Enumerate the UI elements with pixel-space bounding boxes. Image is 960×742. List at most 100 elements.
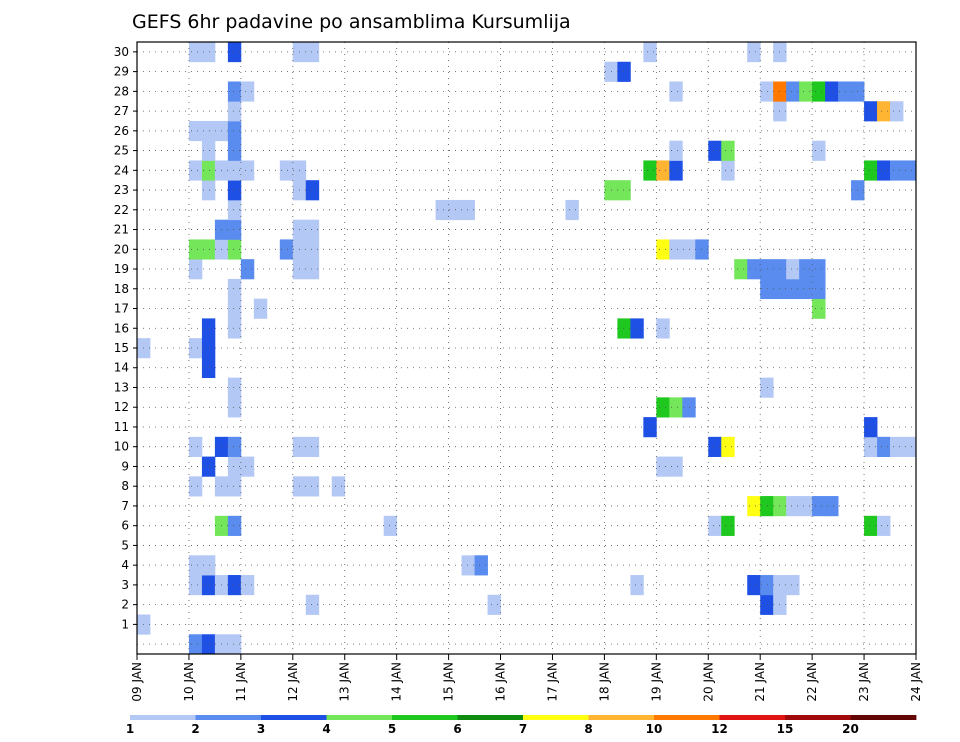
colorbar-label: 5 xyxy=(388,722,396,736)
heatmap-cell xyxy=(227,42,242,63)
y-tick-label: 2 xyxy=(121,598,129,612)
heatmap-cell xyxy=(656,318,670,339)
heatmap-cell xyxy=(188,476,203,497)
heatmap-cell xyxy=(903,436,917,457)
colorbar-swatch xyxy=(261,715,327,720)
heatmap-cell xyxy=(630,575,644,596)
heatmap-cell xyxy=(227,278,242,300)
y-tick-label: 1 xyxy=(121,617,129,631)
y-tick-label: 6 xyxy=(121,519,129,533)
chart-title: GEFS 6hr padavine po ansamblima Kursumli… xyxy=(132,11,571,33)
x-tick-label: 22 JAN xyxy=(805,662,819,702)
heatmap-cell xyxy=(656,160,670,181)
heatmap-cell xyxy=(617,180,631,201)
heatmap-cell xyxy=(656,397,670,418)
heatmap-cell xyxy=(669,81,683,102)
heatmap-cell xyxy=(799,278,813,300)
y-tick-label: 30 xyxy=(114,45,129,59)
heatmap-cell xyxy=(279,160,294,181)
colorbar-label: 12 xyxy=(711,722,728,736)
heatmap-cell xyxy=(708,140,722,161)
heatmap-cell xyxy=(305,476,320,497)
heatmap-cell xyxy=(760,81,774,102)
heatmap-cell xyxy=(734,259,748,280)
heatmap-cell xyxy=(305,42,320,63)
heatmap-cell xyxy=(682,397,696,418)
heatmap-cell xyxy=(812,496,826,517)
y-tick-label: 19 xyxy=(114,262,129,276)
colorbar-swatch xyxy=(654,715,720,720)
y-tick-label: 25 xyxy=(114,144,129,158)
heatmap-cell xyxy=(760,259,774,280)
colorbar-swatch xyxy=(392,715,458,720)
x-tick-label: 23 JAN xyxy=(857,662,871,702)
heatmap-cell xyxy=(305,436,320,457)
x-tick-label: 17 JAN xyxy=(545,662,559,702)
y-tick-label: 28 xyxy=(114,84,129,98)
heatmap-cell xyxy=(760,377,774,398)
colorbar-label: 2 xyxy=(191,722,199,736)
colorbar-legend: 1 2 3 4 5 6 7 8 10 12 15 20 xyxy=(126,715,917,736)
heatmap-cell xyxy=(227,318,242,339)
y-tick-label: 4 xyxy=(121,558,129,572)
colorbar-label: 10 xyxy=(646,722,663,736)
heatmap-cell xyxy=(786,575,800,596)
heatmap-cell xyxy=(227,199,242,221)
heatmap-cell xyxy=(201,634,216,655)
heatmap-cell xyxy=(786,81,800,102)
heatmap-cell xyxy=(656,456,670,477)
heatmap-cell xyxy=(305,594,320,615)
heatmap-cell xyxy=(825,81,839,102)
heatmap-cell xyxy=(279,239,294,260)
heatmap-cell xyxy=(682,239,696,260)
heatmap-cell xyxy=(240,456,255,477)
x-tick-label: 20 JAN xyxy=(701,662,715,702)
y-tick-label: 12 xyxy=(114,400,129,414)
heatmap-cell xyxy=(487,594,501,615)
colorbar-label: 20 xyxy=(842,722,859,736)
heatmap-cell xyxy=(643,160,657,181)
heatmap-cell xyxy=(201,555,216,576)
heatmap-cell xyxy=(188,575,203,596)
colorbar-label: 6 xyxy=(453,722,461,736)
heatmap-cell xyxy=(188,42,203,63)
heatmap-cell xyxy=(877,160,891,181)
y-tick-label: 21 xyxy=(114,223,129,237)
colorbar-swatch xyxy=(523,715,589,720)
heatmap-cell xyxy=(240,160,255,181)
colorbar-swatch xyxy=(195,715,262,720)
heatmap-cell xyxy=(240,81,255,102)
heatmap-cell xyxy=(227,436,242,457)
y-tick-label: 11 xyxy=(114,420,129,434)
heatmap-cell xyxy=(708,436,722,457)
heatmap-cell xyxy=(305,180,320,201)
heatmap-cell xyxy=(201,318,216,339)
x-tick-label: 10 JAN xyxy=(182,662,196,702)
heatmap-cell xyxy=(643,42,657,63)
heatmap-cell xyxy=(643,417,657,438)
heatmap-cell xyxy=(786,496,800,517)
grid-lines xyxy=(137,42,916,654)
y-tick-label: 7 xyxy=(121,499,129,513)
plot-frame xyxy=(136,41,917,655)
x-tick-label: 19 JAN xyxy=(649,662,663,702)
heatmap-cell xyxy=(877,101,891,122)
y-tick-label: 10 xyxy=(114,440,129,454)
x-tick-label: 21 JAN xyxy=(753,662,767,702)
heatmap-cell xyxy=(721,140,735,161)
y-tick-label: 18 xyxy=(114,282,129,296)
heatmap-cell xyxy=(188,634,203,655)
heatmap-cell xyxy=(890,101,904,122)
heatmap-cell xyxy=(201,160,216,181)
colorbar-label: 4 xyxy=(322,722,330,736)
heatmap-cell xyxy=(812,140,826,161)
heatmap-cell xyxy=(812,278,826,300)
heatmap-cell xyxy=(825,496,839,517)
colorbar-swatch xyxy=(457,715,524,720)
heatmap-cell xyxy=(760,575,774,596)
colorbar-label: 8 xyxy=(584,722,592,736)
heatmap-cell xyxy=(227,575,242,596)
heatmap-cell xyxy=(227,180,242,201)
heatmap-cell xyxy=(669,456,683,477)
